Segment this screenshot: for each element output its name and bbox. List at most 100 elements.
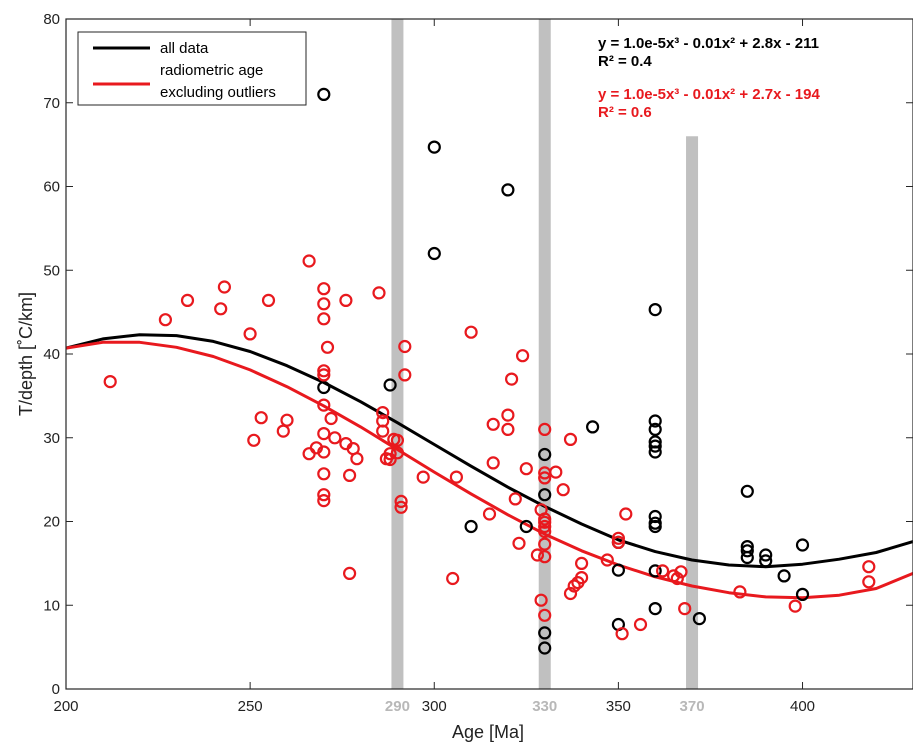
y-tick-label: 60	[43, 179, 60, 196]
y-tick-label: 70	[43, 95, 60, 112]
data-point-radiometric	[280, 413, 294, 427]
data-point-all-data	[795, 538, 810, 552]
data-point-radiometric	[538, 524, 552, 539]
data-point-radiometric	[574, 556, 589, 571]
data-point-all-data	[317, 380, 331, 395]
data-point-radiometric	[317, 445, 331, 459]
data-point-all-data	[648, 422, 662, 436]
fit-curve-radiometric	[65, 340, 913, 600]
data-point-radiometric	[788, 599, 802, 613]
data-point-radiometric	[515, 349, 530, 363]
data-point-radiometric	[482, 507, 497, 521]
data-point-radiometric	[398, 339, 412, 354]
data-point-all-data	[648, 564, 662, 578]
data-point-all-data	[648, 303, 662, 317]
y-tick-label: 20	[43, 514, 60, 531]
data-point-radiometric	[328, 431, 342, 445]
data-point-radiometric	[383, 447, 397, 461]
x-tick-label: 350	[606, 698, 631, 715]
black-fit-r2: R² = 0.4	[598, 53, 652, 70]
data-point-all-data	[759, 548, 773, 562]
data-point-radiometric	[449, 470, 463, 484]
data-point-radiometric	[103, 375, 117, 389]
data-point-radiometric	[350, 452, 364, 466]
y-tick-label: 40	[43, 346, 60, 363]
y-tick-label: 50	[43, 262, 60, 279]
age-band-330	[538, 19, 551, 689]
age-band-label-290: 290	[385, 698, 410, 715]
data-point-radiometric	[372, 286, 386, 300]
data-point-radiometric	[383, 452, 397, 467]
data-point-radiometric	[615, 627, 629, 641]
data-point-radiometric	[254, 411, 268, 425]
data-point-all-data	[648, 519, 662, 534]
data-point-radiometric	[390, 433, 404, 447]
y-tick-label: 0	[52, 681, 60, 698]
data-point-radiometric	[501, 422, 515, 436]
fit-curve-all-data	[65, 333, 913, 569]
black-fit-equation: y = 1.0e-5x³ - 0.01x² + 2.8x - 211	[598, 35, 819, 52]
data-point-radiometric	[317, 427, 331, 441]
y-tick-label: 10	[43, 597, 60, 614]
data-point-radiometric	[538, 537, 552, 551]
data-point-radiometric	[611, 531, 626, 545]
data-point-radiometric	[317, 467, 331, 481]
legend-box	[77, 31, 307, 106]
data-point-radiometric	[538, 471, 552, 485]
data-point-radiometric	[530, 548, 545, 562]
data-point-all-data	[427, 246, 441, 261]
data-point-radiometric	[390, 446, 404, 460]
data-point-radiometric	[486, 417, 500, 431]
data-point-radiometric	[394, 500, 408, 514]
data-point-radiometric	[217, 280, 231, 294]
data-point-radiometric	[317, 398, 331, 412]
data-point-all-data	[692, 611, 707, 626]
data-point-radiometric	[158, 313, 172, 327]
data-point-all-data	[759, 554, 773, 568]
data-point-all-data	[795, 587, 810, 602]
y-tick-label: 80	[43, 11, 60, 28]
data-point-radiometric	[339, 293, 353, 307]
fit-equations: y = 1.0e-5x³ - 0.01x² + 2.8x - 211 R² = …	[598, 35, 820, 121]
data-point-radiometric	[261, 293, 276, 307]
data-point-radiometric	[446, 571, 460, 586]
data-point-radiometric	[538, 550, 552, 564]
data-point-radiometric	[563, 432, 578, 446]
data-point-all-data	[740, 544, 754, 558]
data-point-radiometric	[574, 570, 589, 585]
x-tick-label: 400	[790, 698, 815, 715]
data-points	[103, 87, 876, 655]
data-point-radiometric	[678, 601, 692, 616]
data-point-radiometric	[214, 302, 228, 316]
data-point-radiometric	[501, 408, 515, 422]
data-point-radiometric	[320, 340, 335, 354]
data-point-radiometric	[563, 586, 578, 601]
data-point-radiometric	[398, 368, 412, 382]
data-point-all-data	[464, 519, 478, 534]
data-point-radiometric	[343, 566, 357, 581]
data-point-radiometric	[247, 433, 261, 447]
data-point-radiometric	[538, 515, 552, 529]
data-point-radiometric	[512, 536, 526, 550]
data-point-radiometric	[538, 422, 552, 436]
data-point-radiometric	[862, 560, 876, 574]
data-point-radiometric	[317, 282, 331, 296]
y-tick-label: 30	[43, 430, 60, 447]
data-point-radiometric	[376, 406, 390, 420]
data-point-radiometric	[416, 470, 430, 484]
data-point-radiometric	[243, 327, 257, 341]
data-point-radiometric	[549, 465, 563, 479]
data-point-all-data	[740, 550, 754, 565]
data-point-all-data	[648, 445, 662, 459]
data-point-all-data	[538, 641, 552, 655]
x-axis-label: Age [Ma]	[452, 722, 524, 742]
data-point-radiometric	[655, 564, 670, 578]
legend-label-radiometric-line1: radiometric age	[160, 62, 263, 79]
data-point-radiometric	[317, 488, 331, 502]
y-axis-label: T/depth [˚C/km]	[16, 292, 36, 416]
data-point-all-data	[740, 484, 754, 498]
legend: all data radiometric age excluding outli…	[77, 31, 307, 106]
data-point-all-data	[538, 626, 552, 640]
data-point-radiometric	[633, 617, 648, 632]
